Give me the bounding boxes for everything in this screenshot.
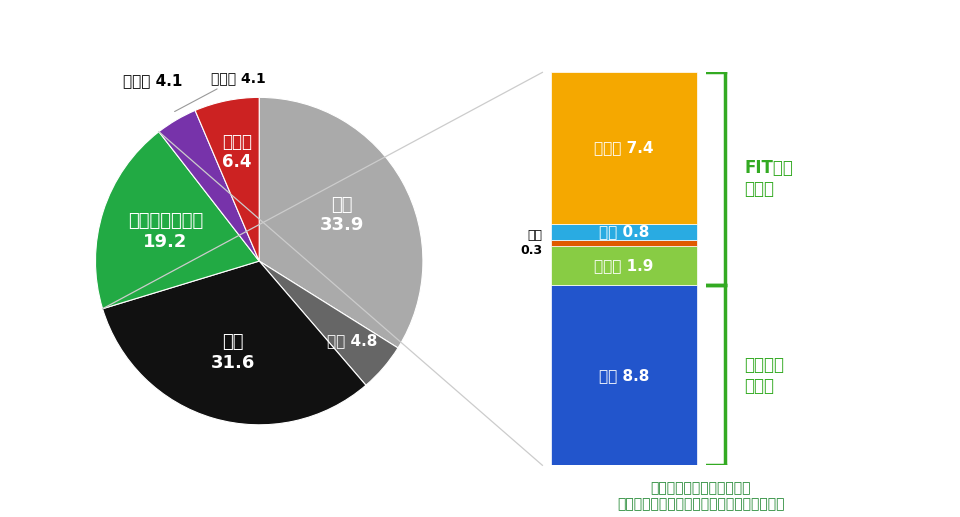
Wedge shape: [259, 261, 398, 385]
Text: 原子力
6.4: 原子力 6.4: [222, 132, 252, 172]
Wedge shape: [103, 261, 366, 425]
Wedge shape: [158, 111, 259, 261]
Bar: [550, 246, 697, 285]
Text: 太陽光 7.4: 太陽光 7.4: [594, 141, 654, 156]
Text: 石炭
31.6: 石炭 31.6: [210, 333, 255, 372]
Text: バイオ 1.9: バイオ 1.9: [594, 258, 654, 273]
Text: 出典：自然エネルギー財団
（資源エネルギー庁のデータをもとに作成）: 出典：自然エネルギー財団 （資源エネルギー庁のデータをもとに作成）: [617, 481, 784, 511]
Wedge shape: [95, 132, 259, 309]
Text: 風力 0.8: 風力 0.8: [599, 224, 649, 239]
Text: ガス
33.9: ガス 33.9: [320, 195, 365, 235]
Bar: [550, 285, 697, 465]
Text: その他 4.1: その他 4.1: [175, 71, 265, 112]
Wedge shape: [195, 97, 259, 261]
Bar: [550, 72, 697, 224]
Bar: [550, 240, 697, 246]
Text: 大型水力
が主体: 大型水力 が主体: [744, 356, 784, 394]
Text: 石油 4.8: 石油 4.8: [327, 333, 377, 348]
Wedge shape: [259, 97, 423, 348]
Bar: [550, 224, 697, 240]
Text: その他 4.1: その他 4.1: [124, 73, 182, 88]
Text: 水力 8.8: 水力 8.8: [599, 368, 649, 383]
Text: FIT電源
が主体: FIT電源 が主体: [744, 159, 793, 198]
Text: 地熱
0.3: 地熱 0.3: [520, 229, 542, 257]
Text: 自然エネルギー
19.2: 自然エネルギー 19.2: [128, 212, 204, 251]
